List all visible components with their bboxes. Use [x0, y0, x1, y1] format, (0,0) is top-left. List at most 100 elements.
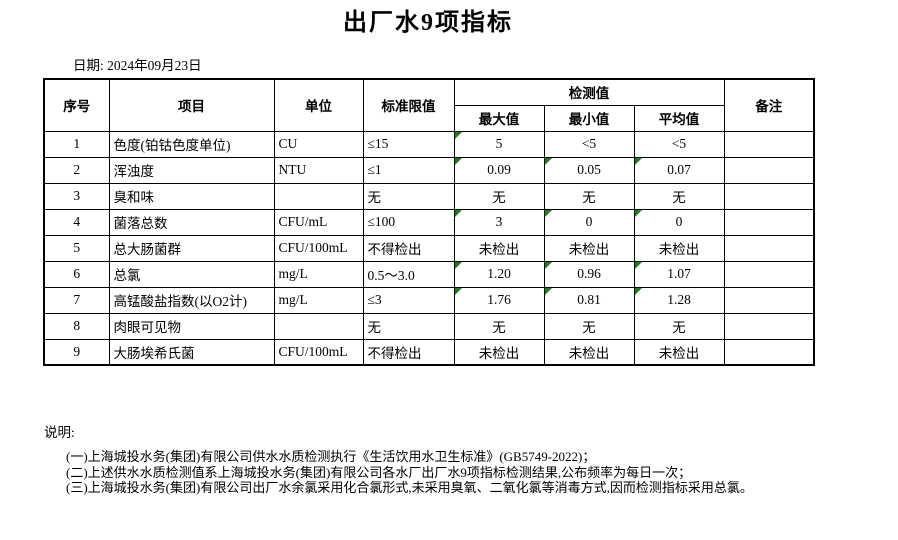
cell-index: 8 [43, 312, 110, 340]
table-body: 1 色度(铂钴色度单位) CU ≤15 5 <5 <5 2 浑浊度 NTU ≤1 0.09 0.05 0.… [43, 130, 815, 366]
date-label: 日期: 2024年09月23日 [73, 58, 202, 73]
table-row: 5 总大肠菌群 CFU/100mL 不得检出 未检出 未检出 未检出 [43, 234, 815, 262]
stored-as-text-flag-icon [455, 262, 462, 269]
cell-avg: 未检出 [633, 234, 725, 262]
cell-index: 5 [43, 234, 110, 262]
stored-as-text-flag-icon [545, 262, 552, 269]
cell-limit: 不得检出 [362, 234, 455, 262]
table-row: 7 高锰酸盐指数(以O2计) mg/L ≤3 1.76 0.81 1.28 [43, 286, 815, 314]
cell-text: mg/L [278, 292, 308, 307]
cell-text: 总大肠菌群 [113, 242, 182, 257]
cell-text: 1 [73, 136, 81, 151]
cell-text: 无 [492, 320, 506, 335]
notes-heading: 说明: [44, 425, 75, 440]
cell-max: 0.09 [453, 156, 545, 184]
cell-text: 无 [367, 320, 382, 335]
cell-unit: NTU [273, 156, 364, 184]
cell-item: 大肠埃希氏菌 [108, 338, 275, 366]
cell-text: 臭和味 [113, 190, 155, 205]
cell-text: 无 [672, 320, 686, 335]
table-row: 2 浑浊度 NTU ≤1 0.09 0.05 0.07 [43, 156, 815, 184]
cell-remark [723, 286, 815, 314]
cell-text: 3 [495, 214, 503, 229]
cell-min: <5 [543, 130, 635, 158]
stored-as-text-flag-icon [455, 132, 462, 139]
cell-text: 0 [585, 214, 593, 229]
cell-remark [723, 234, 815, 262]
cell-max: 无 [453, 312, 545, 340]
cell-text: ≤100 [367, 214, 396, 229]
cell-text: 未检出 [568, 242, 610, 257]
water-quality-table: 序号 项目 单位 标准限值 检测值 备注 最大值 最小值 平均值 1 色度(铂钴色… [43, 78, 816, 366]
cell-min: 0.05 [543, 156, 635, 184]
cell-text: 0.05 [577, 162, 601, 177]
table-row: 8 肉眼可见物 无 无 无 无 [43, 312, 815, 340]
cell-index: 7 [43, 286, 110, 314]
cell-text: CFU/100mL [278, 240, 348, 255]
notes-lines: (一)上海城投水务(集团)有限公司供水水质检测执行《生活饮用水卫生标准》(GB5… [66, 449, 753, 496]
cell-unit [273, 312, 364, 340]
cell-text: CFU/100mL [278, 343, 348, 359]
cell-limit: ≤3 [362, 286, 455, 314]
cell-item: 总氯 [108, 260, 275, 288]
cell-text: 4 [73, 214, 81, 229]
cell-index: 9 [43, 338, 110, 366]
cell-item: 高锰酸盐指数(以O2计) [108, 286, 275, 314]
cell-index: 4 [43, 208, 110, 236]
cell-text: NTU [278, 162, 307, 177]
cell-unit: CU [273, 130, 364, 158]
cell-max: 1.76 [453, 286, 545, 314]
cell-index: 3 [43, 182, 110, 210]
cell-text: 未检出 [658, 242, 700, 257]
cell-text: 浑浊度 [113, 164, 155, 179]
cell-index: 6 [43, 260, 110, 288]
note-line: (一)上海城投水务(集团)有限公司供水水质检测执行《生活饮用水卫生标准》(GB5… [66, 449, 596, 464]
cell-index: 1 [43, 130, 110, 158]
cell-text: 大肠埃希氏菌 [113, 345, 195, 361]
cell-text: 1.20 [487, 266, 511, 281]
cell-text: 不得检出 [367, 242, 422, 257]
cell-max: 3 [453, 208, 545, 236]
cell-item: 总大肠菌群 [108, 234, 275, 262]
col-header-index: 序号 [43, 78, 110, 132]
cell-text: 3 [73, 188, 81, 203]
col-header-min: 最小值 [543, 104, 635, 132]
cell-remark [723, 208, 815, 236]
cell-text: CFU/mL [278, 214, 328, 229]
cell-text: 1.07 [667, 266, 691, 281]
cell-text: 0.96 [577, 266, 601, 281]
cell-text: 未检出 [568, 345, 610, 361]
stored-as-text-flag-icon [635, 158, 642, 165]
cell-max: 5 [453, 130, 545, 158]
table-header: 序号 项目 单位 标准限值 检测值 备注 最大值 最小值 平均值 [43, 78, 815, 132]
cell-limit: 无 [362, 312, 455, 340]
header-row-top: 序号 项目 单位 标准限值 检测值 备注 [43, 78, 815, 132]
cell-item: 色度(铂钴色度单位) [108, 130, 275, 158]
col-header-item: 项目 [108, 78, 275, 132]
cell-text: <5 [671, 136, 687, 151]
stored-as-text-flag-icon [545, 288, 552, 295]
cell-item: 浑浊度 [108, 156, 275, 184]
stored-as-text-flag-icon [545, 158, 552, 165]
cell-avg: <5 [633, 130, 725, 158]
cell-avg: 1.28 [633, 286, 725, 314]
cell-text: 未检出 [478, 345, 520, 361]
cell-text: 色度(铂钴色度单位) [113, 138, 231, 153]
cell-limit: ≤1 [362, 156, 455, 184]
cell-text: 9 [73, 343, 81, 359]
stored-as-text-flag-icon [455, 288, 462, 295]
cell-item: 菌落总数 [108, 208, 275, 236]
cell-text: 7 [73, 292, 81, 307]
cell-min: 0 [543, 208, 635, 236]
cell-remark [723, 338, 815, 366]
header-row-sub: 最大值 最小值 平均值 [44, 104, 814, 132]
table-row: 3 臭和味 无 无 无 无 [43, 182, 815, 210]
cell-text: 5 [73, 240, 81, 255]
cell-text: ≤3 [367, 292, 382, 307]
cell-text: 未检出 [478, 242, 520, 257]
cell-text: CU [278, 136, 298, 151]
cell-text: 菌落总数 [113, 216, 168, 231]
cell-remark [723, 260, 815, 288]
cell-max: 无 [453, 182, 545, 210]
